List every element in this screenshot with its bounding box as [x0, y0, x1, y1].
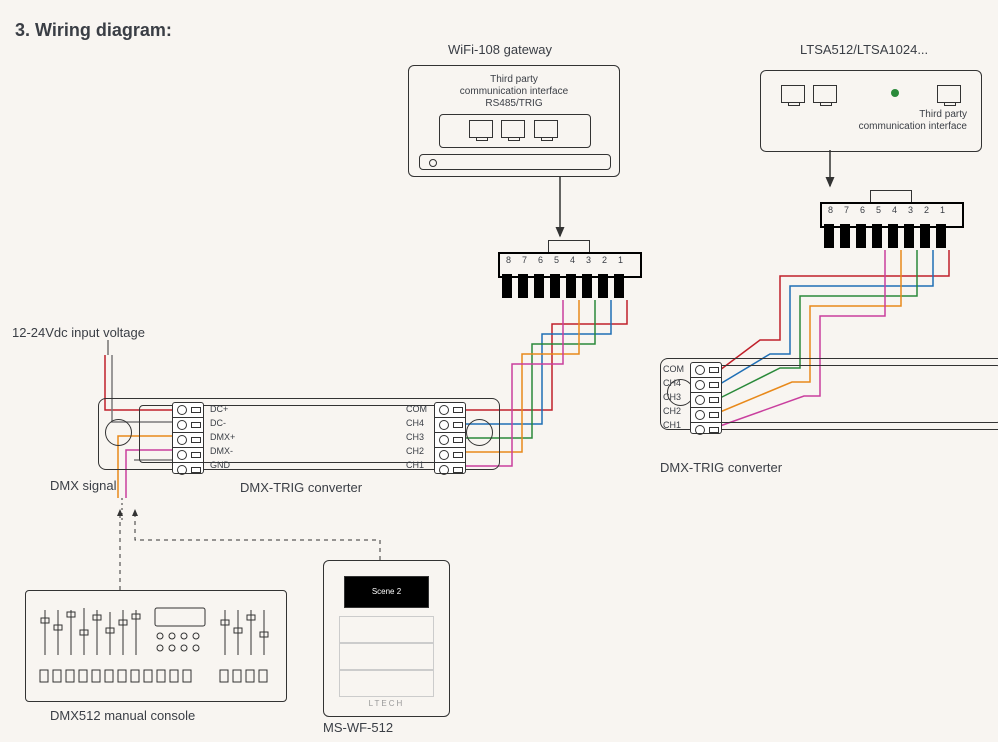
tb-left-2: DMX+: [210, 432, 235, 442]
panel-label: MS-WF-512: [323, 720, 393, 735]
panel-button: [339, 670, 434, 697]
pin-icon: [824, 224, 834, 248]
tb-right-4: CH1: [406, 460, 424, 470]
pin-num: 2: [597, 255, 612, 265]
pin-num: 5: [549, 255, 564, 265]
input-voltage-label: 12-24Vdc input voltage: [12, 325, 145, 340]
pin-num: 3: [903, 205, 918, 215]
panel-button: [339, 643, 434, 670]
pin-icon: [566, 274, 576, 298]
terminal-block-ltsa: [690, 362, 722, 434]
tb-left-0: DC+: [210, 404, 228, 414]
tb-left-3: DMX-: [210, 446, 233, 456]
tb-ltsa-4: CH1: [663, 420, 681, 430]
pin-num: 6: [855, 205, 870, 215]
connector-8pin-right: 8 7 6 5 4 3 2 1: [820, 190, 960, 250]
tb-ltsa-2: CH3: [663, 392, 681, 402]
pin-num: 3: [581, 255, 596, 265]
pin-icon: [872, 224, 882, 248]
pin-num: 5: [871, 205, 886, 215]
connector-8pin-left: 8 7 6 5 4 3 2 1: [498, 240, 638, 300]
converter-inner: [701, 365, 998, 423]
pin-icon: [598, 274, 608, 298]
terminal-block-right-out: [434, 402, 466, 474]
pin-icon: [936, 224, 946, 248]
ms-wf-512-panel: Scene 2 LTECH: [323, 560, 450, 717]
pin-num: 7: [839, 205, 854, 215]
pin-num: 4: [565, 255, 580, 265]
pin-num: 6: [533, 255, 548, 265]
converter2-label: DMX-TRIG converter: [660, 460, 782, 475]
panel-screen: Scene 2: [344, 576, 429, 608]
tb-ltsa-0: COM: [663, 364, 684, 374]
pin-num: 1: [935, 205, 950, 215]
wiring-diagram-canvas: 3. Wiring diagram: WiFi-108 gateway Thir…: [0, 0, 998, 742]
pin-num: 4: [887, 205, 902, 215]
console-label: DMX512 manual console: [50, 708, 195, 723]
pin-icon: [888, 224, 898, 248]
tb-ltsa-3: CH2: [663, 406, 681, 416]
converter1-label: DMX-TRIG converter: [240, 480, 362, 495]
pin-num: 8: [501, 255, 516, 265]
pin-icon: [840, 224, 850, 248]
pin-icon: [582, 274, 592, 298]
tb-right-1: CH4: [406, 418, 424, 428]
pin-num: 7: [517, 255, 532, 265]
dmx512-console: [25, 590, 287, 702]
panel-button: [339, 616, 434, 643]
tb-right-2: CH3: [406, 432, 424, 442]
pin-num: 1: [613, 255, 628, 265]
pin-icon: [534, 274, 544, 298]
pin-icon: [614, 274, 624, 298]
pin-icon: [502, 274, 512, 298]
tb-right-3: CH2: [406, 446, 424, 456]
tb-left-4: GND: [210, 460, 230, 470]
pin-num: 2: [919, 205, 934, 215]
pin-icon: [550, 274, 560, 298]
pin-icon: [518, 274, 528, 298]
tb-left-1: DC-: [210, 418, 226, 428]
dmx-signal-label: DMX signal: [50, 478, 116, 493]
tb-right-0: COM: [406, 404, 427, 414]
mount-hole-icon: [466, 419, 493, 446]
panel-brand: LTECH: [324, 699, 449, 708]
pin-icon: [920, 224, 930, 248]
terminal-block-left-in: [172, 402, 204, 474]
pin-icon: [856, 224, 866, 248]
panel-screen-text: Scene 2: [345, 577, 428, 596]
pin-icon: [904, 224, 914, 248]
pin-num: 8: [823, 205, 838, 215]
mount-hole-icon: [105, 419, 132, 446]
tb-ltsa-1: CH4: [663, 378, 681, 388]
